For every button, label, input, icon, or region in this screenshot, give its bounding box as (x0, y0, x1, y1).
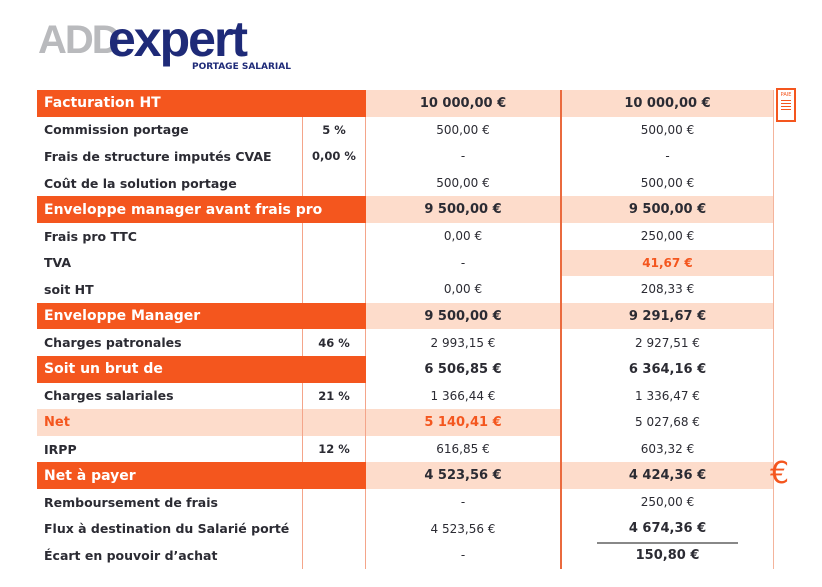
row-percentage (302, 196, 366, 223)
row-percentage (302, 222, 366, 250)
row-label: Net (37, 409, 303, 436)
table-row: Frais pro TTC 0,00 € 250,00 € (37, 222, 774, 250)
addexpert-logo: ADD expert PORTAGE SALARIAL (38, 11, 298, 74)
row-label: Frais de structure imputés CVAE (44, 148, 272, 164)
row-label: Commission portage (44, 122, 189, 138)
value-column-1: 1 366,44 € (430, 388, 496, 403)
value-column-1: 500,00 € (436, 176, 490, 191)
row-percentage (302, 542, 366, 569)
row-label: Flux à destination du Salarié porté (44, 521, 290, 537)
table-row: Facturation HT 10 000,00 €10 000,00 € (37, 90, 774, 117)
value-column-1: 4 523,56 € (365, 462, 561, 489)
table-row: Remboursement de frais - 250,00 € (37, 488, 774, 516)
row-percentage (302, 90, 366, 117)
row-label: Enveloppe Manager (37, 302, 303, 330)
row-label: IRPP (44, 441, 77, 457)
euro-icon: € (770, 456, 790, 491)
row-label: Coût de la solution portage (44, 175, 237, 191)
table-row: Enveloppe manager avant frais pro 9 500,0… (37, 196, 774, 223)
table-row: Frais de structure imputés CVAE 0,00 % - - (37, 143, 774, 170)
row-percentage: 0,00 % (302, 143, 366, 170)
row-percentage (302, 355, 366, 383)
row-label: Écart en pouvoir d’achat (44, 547, 218, 563)
value-column-1: 9 500,00 € (365, 196, 561, 223)
value-column-2: 9 291,67 € (560, 302, 774, 330)
table-row: Commission portage 5 % 500,00 € 500,00 € (37, 116, 774, 144)
logo-add: ADD (38, 18, 121, 62)
value-column-2: 208,33 € (560, 276, 774, 303)
table-row: Net 5 140,41 €5 027,68 € (37, 409, 774, 436)
value-column-2: 500,00 € (560, 116, 774, 144)
table-row: Enveloppe Manager 9 500,00 €9 291,67 € (37, 302, 774, 330)
row-label: Charges patronales (44, 335, 182, 351)
value-column-1: 0,00 € (443, 282, 483, 297)
value-column-1: 4 523,56 € (430, 521, 496, 536)
value-column-1: 500,00 € (436, 122, 490, 137)
value-column-2: 1 336,47 € (560, 382, 774, 410)
logo-tagline: PORTAGE SALARIAL (192, 62, 291, 72)
row-percentage: 21 % (302, 382, 366, 410)
payslip-icon-label: PAIE (780, 92, 792, 98)
value-column-2: 250,00 € (560, 488, 774, 516)
value-column-2: 500,00 € (560, 169, 774, 197)
row-label: Frais pro TTC (44, 228, 137, 244)
row-label: soit HT (44, 281, 94, 297)
row-label: Net à payer (37, 462, 303, 489)
table-row: Flux à destination du Salarié porté 4 523… (37, 515, 774, 543)
row-label: Enveloppe manager avant frais pro (37, 196, 322, 223)
value-column-2: 4 674,36 € (560, 515, 774, 543)
row-percentage (302, 515, 366, 543)
row-percentage: 46 % (302, 329, 366, 356)
salary-simulation-table: Facturation HT 10 000,00 €10 000,00 € Comm… (37, 90, 774, 569)
table-row: Soit un brut de 6 506,85 € 6 364,16 € (37, 355, 774, 383)
row-label: Charges salariales (44, 388, 174, 404)
row-label: TVA (44, 255, 72, 271)
value-column-1: 6 506,85 € (424, 361, 502, 377)
value-column-1: - (460, 255, 466, 270)
value-column-1: - (460, 495, 466, 510)
value-column-1: 0,00 € (443, 229, 483, 244)
table-row: TVA - 41,67 € (37, 249, 774, 277)
row-percentage (302, 169, 366, 197)
value-column-2: 41,67 € (560, 249, 774, 277)
row-label: Remboursement de frais (44, 494, 218, 510)
table-row: Coût de la solution portage 500,00 € 500,0… (37, 169, 774, 197)
value-column-2: 250,00 € (560, 222, 774, 250)
value-column-2: 6 364,16 € (560, 355, 774, 383)
value-column-1: - (460, 548, 466, 563)
table-row: Charges patronales 46 % 2 993,15 € 2 927,51… (37, 329, 774, 356)
table-row: Charges salariales 21 % 1 366,44 € 1 336,47… (37, 382, 774, 410)
value-column-2: 9 500,00 € (560, 196, 774, 223)
value-column-1: - (460, 149, 466, 164)
row-percentage: 5 % (302, 116, 366, 144)
row-label: Facturation HT (37, 90, 303, 117)
value-column-2: 603,32 € (560, 435, 774, 463)
payslip-document-icon: PAIE (776, 88, 796, 122)
value-column-1: 5 140,41 € (365, 409, 561, 436)
table-row: Net à payer 4 523,56 €4 424,36 € (37, 462, 774, 489)
table-row: soit HT 0,00 € 208,33 € (37, 276, 774, 303)
value-column-1: 2 993,15 € (430, 335, 496, 350)
row-percentage (302, 462, 366, 489)
row-percentage (302, 249, 366, 277)
table-row: Écart en pouvoir d’achat - 150,80 € (37, 542, 774, 569)
value-column-2: 150,80 € (560, 542, 774, 569)
row-percentage (302, 488, 366, 516)
logo-expert: expert (108, 11, 248, 67)
value-column-2: 2 927,51 € (560, 329, 774, 356)
value-column-2: 5 027,68 € (560, 409, 774, 436)
row-percentage (302, 302, 366, 330)
value-column-1: 616,85 € (436, 442, 490, 457)
row-percentage: 12 % (302, 435, 366, 463)
value-column-1: 10 000,00 € (365, 90, 561, 117)
value-column-2: 4 424,36 € (560, 462, 774, 489)
value-column-2: - (560, 143, 774, 170)
value-column-1: 9 500,00 € (365, 302, 561, 330)
row-percentage (302, 276, 366, 303)
table-row: IRPP 12 % 616,85 € 603,32 € (37, 435, 774, 463)
row-label: Soit un brut de (37, 355, 303, 383)
value-column-2: 10 000,00 € (560, 90, 774, 117)
row-percentage (302, 409, 366, 436)
